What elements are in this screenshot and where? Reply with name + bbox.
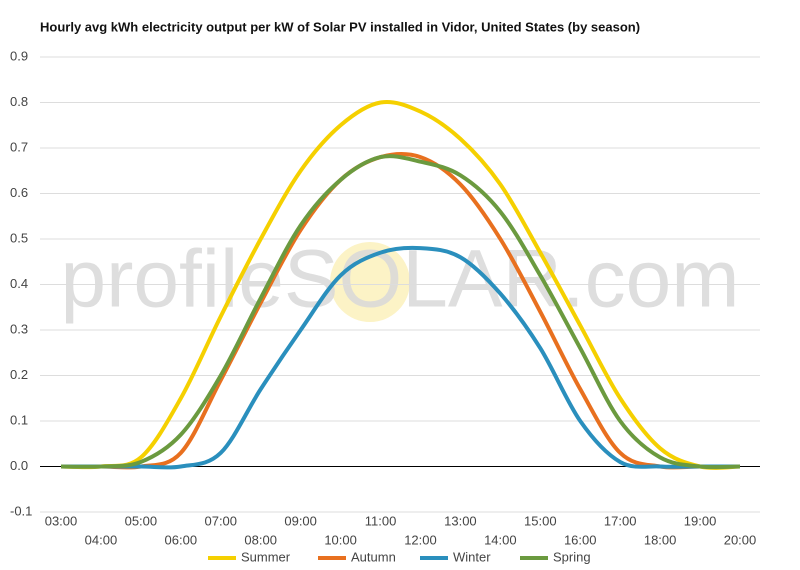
x-tick-label: 11:00 [365,513,397,528]
watermark-sun [330,242,410,322]
legend-label: Winter [453,549,491,564]
legend-label: Autumn [351,549,396,564]
x-tick-label: 14:00 [484,532,517,547]
series-line [60,99,741,470]
x-tick-label: 06:00 [165,532,198,547]
y-tick-label: 0.3 [10,321,28,336]
x-tick-label: 04:00 [85,532,118,547]
x-tick-label: 05:00 [125,513,158,528]
x-tick-label: 15:00 [524,513,557,528]
y-tick-label: 0.8 [10,94,28,109]
x-tick-label: 20:00 [724,532,757,547]
x-tick-label: 08:00 [244,532,277,547]
y-tick-label: 0.1 [10,412,28,427]
x-tick-label: 03:00 [45,513,78,528]
x-tick-label: 18:00 [644,532,677,547]
chart-title: Hourly avg kWh electricity output per kW… [40,19,640,34]
x-tick-label: 09:00 [284,513,317,528]
x-tick-label: 07:00 [204,513,237,528]
y-tick-label: 0.2 [10,367,28,382]
legend-label: Spring [553,549,591,564]
x-tick-label: 16:00 [564,532,597,547]
y-tick-label: 0.6 [10,185,28,200]
y-tick-label: -0.1 [10,503,32,518]
x-tick-label: 19:00 [684,513,717,528]
y-tick-label: 0.5 [10,230,28,245]
x-tick-label: 13:00 [444,513,477,528]
x-tick-label: 17:00 [604,513,637,528]
y-tick-label: 0.4 [10,276,28,291]
x-tick-label: 12:00 [404,532,437,547]
y-tick-label: 0.9 [10,48,28,63]
legend-label: Summer [241,549,291,564]
y-tick-label: 0.7 [10,139,28,154]
series-line [61,151,740,470]
series-line [60,154,741,470]
y-tick-label: 0.0 [10,458,28,473]
x-tick-label: 10:00 [324,532,357,547]
series-line [61,245,740,470]
